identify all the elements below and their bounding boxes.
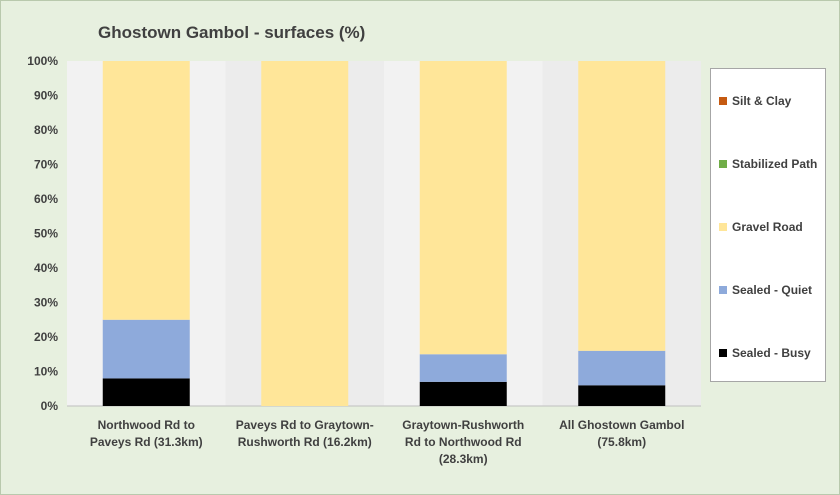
y-tick-label: 10% xyxy=(34,365,58,379)
legend-item: Silt & Clay xyxy=(719,93,791,109)
legend-item: Gravel Road xyxy=(719,219,803,235)
y-tick-label: 90% xyxy=(34,89,58,103)
y-axis: 0% 10% 20% 30% 40% 50% 60% 70% 80% 90% 100% xyxy=(27,54,58,413)
legend-item: Sealed - Quiet xyxy=(719,282,812,298)
bar-segment xyxy=(578,385,666,406)
legend-swatch xyxy=(719,160,727,168)
y-tick-label: 80% xyxy=(34,123,58,137)
legend: Silt & Clay Stabilized Path Gravel Road Sea… xyxy=(710,68,826,382)
y-tick-label: 50% xyxy=(34,227,58,241)
legend-label: Gravel Road xyxy=(732,220,803,234)
bar-segment xyxy=(261,61,349,406)
bar-segment xyxy=(578,61,666,351)
bar-segment xyxy=(419,381,507,406)
bar-segment xyxy=(102,319,190,379)
legend-label: Sealed - Quiet xyxy=(732,283,813,297)
y-tick-label: 0% xyxy=(41,399,59,413)
legend-label: Silt & Clay xyxy=(732,94,792,108)
legend-label: Sealed - Busy xyxy=(732,346,811,360)
x-tick-label: Paveys Rd to Graytown-Rushworth Rd (16.2… xyxy=(236,418,374,449)
x-axis: Northwood Rd to Paveys Rd (31.3km) Paveys … xyxy=(90,418,685,466)
y-tick-label: 40% xyxy=(34,261,58,275)
x-tick-label: All Ghostown Gambol (75.8km) xyxy=(559,418,684,449)
bar-segment xyxy=(419,61,507,355)
legend-swatch xyxy=(719,349,727,357)
x-tick-label: Northwood Rd to Paveys Rd (31.3km) xyxy=(90,418,203,449)
x-tick-label: Graytown-Rushworth Rd to Northwood Rd (28.… xyxy=(402,418,524,466)
bars xyxy=(102,61,666,406)
legend-swatch xyxy=(719,97,727,105)
chart-title: Ghostown Gambol - surfaces (%) xyxy=(98,23,366,42)
bar-segment xyxy=(578,350,666,386)
y-tick-label: 30% xyxy=(34,296,58,310)
bar-segment xyxy=(419,354,507,382)
bar-segment xyxy=(102,378,190,406)
y-tick-label: 20% xyxy=(34,330,58,344)
legend-swatch xyxy=(719,223,727,231)
legend-label: Stabilized Path xyxy=(732,157,818,171)
legend-swatch xyxy=(719,286,727,294)
legend-item: Stabilized Path xyxy=(719,156,817,172)
bar-segment xyxy=(102,61,190,320)
y-tick-label: 70% xyxy=(34,158,58,172)
y-tick-label: 60% xyxy=(34,192,58,206)
legend-item: Sealed - Busy xyxy=(719,345,811,361)
y-tick-label: 100% xyxy=(27,54,58,68)
